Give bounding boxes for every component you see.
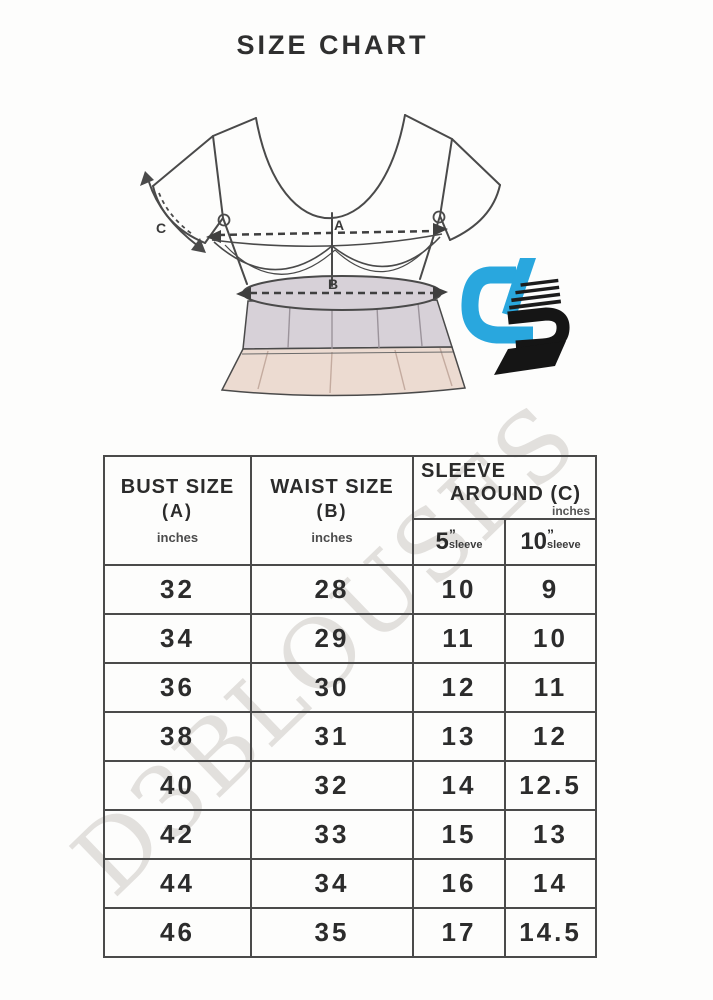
page-title: SIZE CHART [236,30,429,60]
size-cell: 35 [250,907,414,958]
sleeve-header-line2: AROUND (C) [450,483,582,505]
size-cell: 9 [504,564,597,615]
sleeve-header: SLEEVE AROUND (C) inches [412,455,597,520]
bust-cup-curves [211,233,443,275]
size-table: BUST SIZE (A) inches WAIST SIZE (B) inch… [103,455,597,958]
sleeve-10in-number: 10 [520,528,548,555]
d3-logo [461,258,570,375]
size-cell: 13 [412,711,506,762]
size-cell: 44 [103,858,252,909]
blouse-outline [152,114,501,287]
logo-black-3-slab [494,341,566,375]
size-cell: 12.5 [504,760,597,811]
sleeve-10in-label: sleeve [547,539,581,551]
inch-mark: ” [547,526,555,542]
waist-header: WAIST SIZE (B) inches [250,455,414,566]
size-cell: 42 [103,809,252,860]
sleeve-5in-label: sleeve [448,539,483,551]
size-cell: 36 [103,662,252,713]
bust-header: BUST SIZE (A) inches [103,455,252,566]
size-cell: 28 [250,564,414,615]
table-row: 46 35 17 14.5 [103,907,597,958]
size-cell: 11 [504,662,597,713]
size-cell: 32 [250,760,414,811]
bust-header-letter: (A) [162,501,193,521]
size-cell: 11 [412,613,506,664]
size-cell: 30 [250,662,414,713]
size-cell: 16 [412,858,506,909]
bust-arrow-left [206,230,221,243]
sleeve-dash-marks [158,192,193,235]
size-cell: 14 [412,760,506,811]
size-cell: 34 [250,858,414,909]
sleeve-arrow-bottom [191,238,206,253]
size-cell: 17 [412,907,506,958]
size-cell: 14 [504,858,597,909]
sleeve-measure-line [148,181,199,247]
size-cell: 34 [103,613,252,664]
waist-arrow-right [433,286,448,299]
logo-blue-d-bowl [461,266,533,344]
size-cell: 14.5 [504,907,597,958]
skirt-flare [220,346,466,397]
size-cell: 33 [250,809,414,860]
table-row: 38 31 13 12 [103,711,597,762]
skirt-pleats-lower [257,347,453,394]
table-row: 36 30 12 11 [103,662,597,713]
size-cell: 38 [103,711,252,762]
sleeve-5in-number: 5 [435,528,449,555]
logo-speed-stripes [509,278,562,310]
table-row: 42 33 15 13 [103,809,597,860]
skirt-pleats-upper [287,302,423,349]
sleeve-header-line1: SLEEVE [421,460,506,482]
bust-header-title: BUST SIZE [120,476,235,498]
garment-illustration: A B C [140,114,501,397]
size-cell: 10 [504,613,597,664]
table-row: 34 29 11 10 [103,613,597,664]
label-waist-B: B [328,276,338,292]
waist-header-title: WAIST SIZE [270,476,394,498]
sleeve-10in-header: 10” sleeve [504,518,597,566]
sleeve-header-unit: inches [551,504,590,518]
size-cell: 12 [412,662,506,713]
waist-header-letter: (B) [316,501,348,521]
waist-arrow-left [236,287,251,300]
bust-arrow-right [433,223,448,236]
size-cell: 29 [250,613,414,664]
size-cell: 15 [412,809,506,860]
size-cell: 13 [504,809,597,860]
sleeve-5in-header: 5” sleeve [412,518,506,566]
waist-header-unit: inches [311,530,353,545]
size-cell: 32 [103,564,252,615]
inch-mark: ” [448,526,456,542]
table-row: 44 34 16 14 [103,858,597,909]
table-row: 32 28 10 9 [103,564,597,615]
size-cell: 46 [103,907,252,958]
logo-blue-d-stem [502,258,536,317]
size-cell: 10 [412,564,506,615]
bust-measure-line [217,229,437,237]
waistband-line [241,351,454,355]
size-cell: 40 [103,760,252,811]
label-bust-A: A [334,217,344,233]
sleeve-arrow-top [140,171,154,186]
size-cell: 31 [250,711,414,762]
size-cell: 12 [504,711,597,762]
label-sleeve-C: C [156,220,166,236]
bust-header-unit: inches [156,530,199,545]
table-row: 40 32 14 12.5 [103,760,597,811]
